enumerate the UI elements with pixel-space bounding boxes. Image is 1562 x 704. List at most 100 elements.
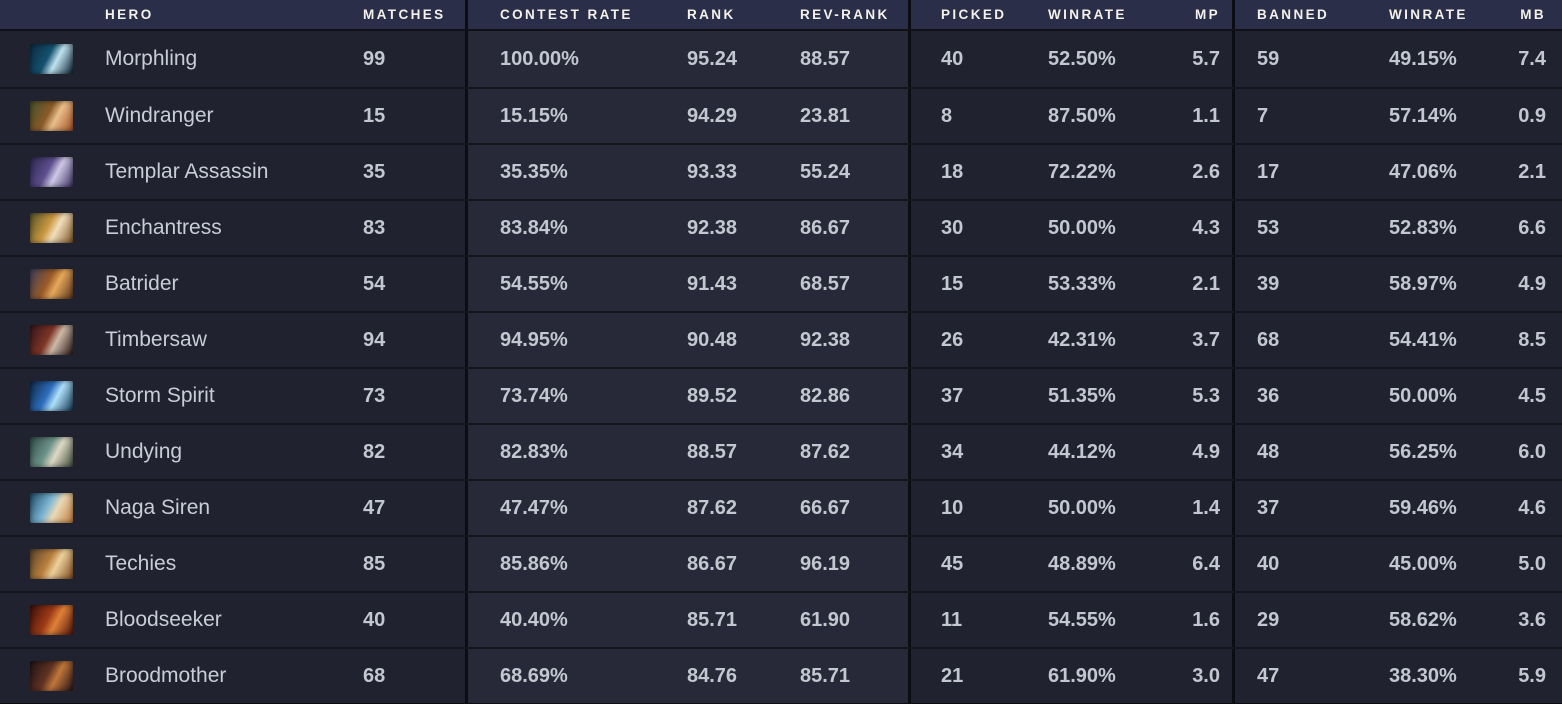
contest-rate-cell: 73.74% xyxy=(465,369,687,423)
mb-cell: 2.1 xyxy=(1518,160,1546,183)
hero-name: Broodmother xyxy=(105,664,227,687)
hero-table-row[interactable]: Naga Siren 47 47.47% 87.62 66.67 10 50.0… xyxy=(0,479,1562,535)
rev-rank-cell: 96.19 xyxy=(800,537,908,591)
hero-name: Windranger xyxy=(105,104,214,127)
hero-table-row[interactable]: Morphling 99 100.00% 95.24 88.57 40 52.5… xyxy=(0,31,1562,87)
techies-hero-icon xyxy=(30,549,73,579)
mp-cell: 6.4 xyxy=(1192,552,1220,575)
hero-table-row[interactable]: Broodmother 68 68.69% 84.76 85.71 21 61.… xyxy=(0,647,1562,703)
column-header-rank[interactable]: RANK xyxy=(687,7,736,22)
contest-rate-cell: 40.40% xyxy=(465,593,687,647)
hero-table-row[interactable]: Bloodseeker 40 40.40% 85.71 61.90 11 54.… xyxy=(0,591,1562,647)
rank-cell: 94.29 xyxy=(687,89,800,143)
banned-cell: 53 xyxy=(1232,201,1367,255)
pick-winrate-cell: 51.35% xyxy=(1048,384,1116,407)
hero-name: Undying xyxy=(105,440,183,463)
rank-cell: 89.52 xyxy=(687,369,800,423)
picked-cell: 37 xyxy=(908,369,1019,423)
mp-cell: 3.7 xyxy=(1192,328,1220,351)
column-header-hero[interactable]: HERO xyxy=(105,7,154,22)
mb-cell: 5.0 xyxy=(1518,552,1546,575)
hero-name: Timbersaw xyxy=(105,328,207,351)
matches-cell: 40 xyxy=(363,608,386,631)
contest-rate-cell: 35.35% xyxy=(465,145,687,199)
mb-cell: 6.6 xyxy=(1518,216,1546,239)
matches-cell: 82 xyxy=(363,440,386,463)
mb-cell: 3.6 xyxy=(1518,608,1546,631)
hero-table-row[interactable]: Storm Spirit 73 73.74% 89.52 82.86 37 51… xyxy=(0,367,1562,423)
rev-rank-cell: 85.71 xyxy=(800,649,908,703)
contest-rate-cell: 15.15% xyxy=(465,89,687,143)
column-header-rev-rank[interactable]: REV-RANK xyxy=(800,7,890,22)
picked-cell: 45 xyxy=(908,537,1019,591)
naga-siren-hero-icon xyxy=(30,493,73,523)
matches-cell: 68 xyxy=(363,664,386,687)
mb-cell: 0.9 xyxy=(1518,104,1546,127)
column-header-picked[interactable]: PICKED xyxy=(908,0,1019,29)
rev-rank-cell: 23.81 xyxy=(800,89,908,143)
column-header-contest-rate[interactable]: CONTEST RATE xyxy=(465,0,687,29)
banned-cell: 47 xyxy=(1232,649,1367,703)
hero-table-row[interactable]: Timbersaw 94 94.95% 90.48 92.38 26 42.31… xyxy=(0,311,1562,367)
banned-cell: 29 xyxy=(1232,593,1367,647)
picked-cell: 40 xyxy=(908,31,1019,87)
timbersaw-hero-icon xyxy=(30,325,73,355)
rev-rank-cell: 86.67 xyxy=(800,201,908,255)
column-header-mp[interactable]: MP xyxy=(1194,7,1220,22)
pick-winrate-cell: 50.00% xyxy=(1048,216,1116,239)
column-header-matches[interactable]: MATCHES xyxy=(363,7,446,22)
mb-cell: 4.6 xyxy=(1518,496,1546,519)
pick-winrate-cell: 72.22% xyxy=(1048,160,1116,183)
hero-table-row[interactable]: Techies 85 85.86% 86.67 96.19 45 48.89% … xyxy=(0,535,1562,591)
picked-cell: 21 xyxy=(908,649,1019,703)
column-header-mb[interactable]: MB xyxy=(1520,7,1546,22)
pick-winrate-cell: 50.00% xyxy=(1048,496,1116,519)
hero-cell: Timbersaw xyxy=(0,313,363,367)
rev-rank-cell: 68.57 xyxy=(800,257,908,311)
matches-cell: 73 xyxy=(363,384,386,407)
ban-winrate-cell: 45.00% xyxy=(1389,552,1457,575)
matches-cell: 99 xyxy=(363,47,386,70)
pick-winrate-cell: 44.12% xyxy=(1048,440,1116,463)
banned-cell: 17 xyxy=(1232,145,1367,199)
hero-name: Naga Siren xyxy=(105,496,211,519)
ban-winrate-cell: 57.14% xyxy=(1389,104,1457,127)
rev-rank-cell: 55.24 xyxy=(800,145,908,199)
mp-cell: 2.1 xyxy=(1192,272,1220,295)
rank-cell: 92.38 xyxy=(687,201,800,255)
mb-cell: 8.5 xyxy=(1518,328,1546,351)
column-header-ban-winrate[interactable]: WINRATE xyxy=(1389,7,1468,22)
column-header-pick-winrate[interactable]: WINRATE xyxy=(1048,7,1127,22)
ban-winrate-cell: 50.00% xyxy=(1389,384,1457,407)
contest-rate-cell: 83.84% xyxy=(465,201,687,255)
hero-table-row[interactable]: Undying 82 82.83% 88.57 87.62 34 44.12% … xyxy=(0,423,1562,479)
mb-cell: 6.0 xyxy=(1518,440,1546,463)
rank-cell: 86.67 xyxy=(687,537,800,591)
picked-cell: 34 xyxy=(908,425,1019,479)
matches-cell: 35 xyxy=(363,160,386,183)
hero-table-row[interactable]: Templar Assassin 35 35.35% 93.33 55.24 1… xyxy=(0,143,1562,199)
hero-table-row[interactable]: Windranger 15 15.15% 94.29 23.81 8 87.50… xyxy=(0,87,1562,143)
picked-cell: 11 xyxy=(908,593,1019,647)
hero-table-row[interactable]: Enchantress 83 83.84% 92.38 86.67 30 50.… xyxy=(0,199,1562,255)
mb-cell: 4.5 xyxy=(1518,384,1546,407)
pick-winrate-cell: 48.89% xyxy=(1048,552,1116,575)
ban-winrate-cell: 56.25% xyxy=(1389,440,1457,463)
mb-cell: 4.9 xyxy=(1518,272,1546,295)
hero-name: Techies xyxy=(105,552,177,575)
matches-cell: 83 xyxy=(363,216,386,239)
hero-table-row[interactable]: Batrider 54 54.55% 91.43 68.57 15 53.33%… xyxy=(0,255,1562,311)
picked-cell: 15 xyxy=(908,257,1019,311)
mp-cell: 4.3 xyxy=(1192,216,1220,239)
hero-cell: Undying xyxy=(0,425,363,479)
banned-cell: 40 xyxy=(1232,537,1367,591)
mp-cell: 5.3 xyxy=(1192,384,1220,407)
pick-winrate-cell: 61.90% xyxy=(1048,664,1116,687)
mp-cell: 5.7 xyxy=(1192,47,1220,70)
ban-winrate-cell: 38.30% xyxy=(1389,664,1457,687)
picked-cell: 26 xyxy=(908,313,1019,367)
pick-winrate-cell: 53.33% xyxy=(1048,272,1116,295)
rank-cell: 95.24 xyxy=(687,31,800,87)
column-header-banned[interactable]: BANNED xyxy=(1232,0,1367,29)
